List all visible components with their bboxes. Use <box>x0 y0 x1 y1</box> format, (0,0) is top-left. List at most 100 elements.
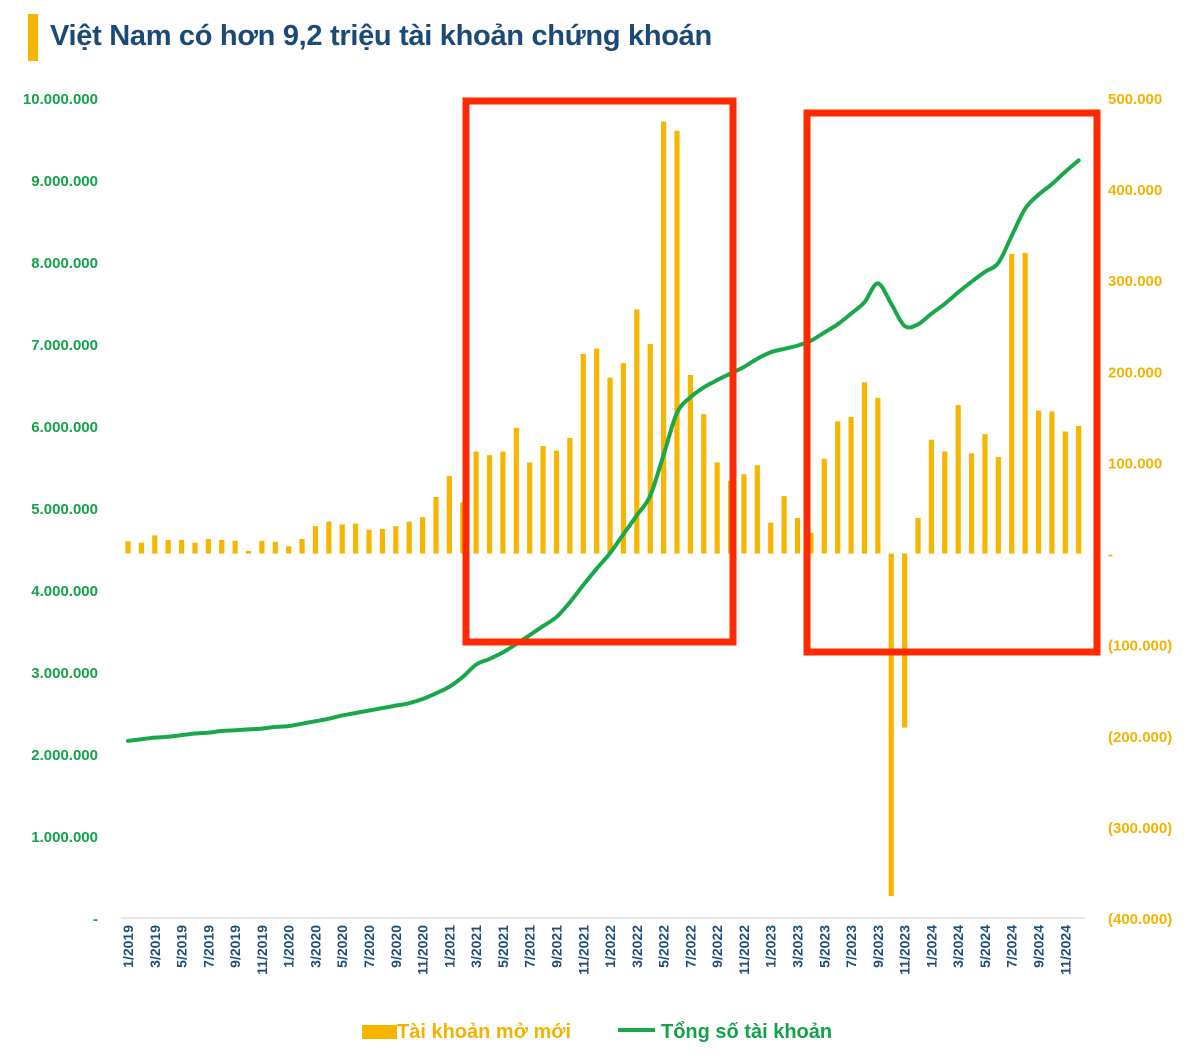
left-axis-tick-label: - <box>93 911 98 928</box>
legend-label-new-accounts: Tài khoản mở mới <box>397 1021 572 1043</box>
x-axis-tick-label: 9/2022 <box>709 925 725 968</box>
bar-new-accounts <box>1049 411 1055 554</box>
x-axis-tick-label: 3/2021 <box>468 925 484 968</box>
left-axis-tick-label: 2.000.000 <box>31 747 98 764</box>
bar-new-accounts <box>393 526 399 554</box>
bar-new-accounts <box>299 538 305 554</box>
x-axis-tick-label: 3/2023 <box>790 925 806 968</box>
left-axis-tick-label: 6.000.000 <box>31 419 98 436</box>
highlight-box-2023-2024 <box>803 109 1101 656</box>
x-axis-tick-label: 5/2019 <box>174 925 190 968</box>
bar-new-accounts <box>741 474 747 554</box>
bar-new-accounts <box>553 450 560 554</box>
bar-new-accounts <box>968 453 975 554</box>
left-axis-tick-label: 8.000.000 <box>31 255 98 272</box>
right-axis-tick-label: (100.000) <box>1108 638 1172 655</box>
bar-new-accounts <box>875 397 881 554</box>
bar-new-accounts <box>674 130 680 554</box>
bar-new-accounts <box>540 446 546 554</box>
bar-new-accounts <box>259 540 265 554</box>
left-axis-tick-label: 4.000.000 <box>31 583 98 600</box>
bar-new-accounts <box>808 532 814 554</box>
x-axis-tick-label: 11/2019 <box>254 925 270 975</box>
x-axis-tick-label: 7/2019 <box>200 925 216 968</box>
x-axis-tick-label: 9/2020 <box>388 925 404 968</box>
x-axis-tick-label: 7/2021 <box>522 925 538 968</box>
bar-new-accounts <box>272 541 278 554</box>
bar-new-accounts <box>768 522 774 554</box>
bar-new-accounts <box>205 538 211 554</box>
bar-new-accounts <box>1062 431 1068 554</box>
bar-new-accounts <box>861 382 868 554</box>
right-axis-tick-label: (400.000) <box>1108 911 1172 928</box>
x-axis-tick-label: 3/2020 <box>307 925 323 968</box>
bar-new-accounts <box>165 539 171 554</box>
bar-new-accounts <box>594 348 600 554</box>
bar-new-accounts <box>286 546 292 554</box>
x-axis-tick-label: 11/2022 <box>736 925 752 975</box>
x-axis-tick-label: 11/2023 <box>897 925 913 975</box>
bar-new-accounts <box>821 458 827 554</box>
bar-new-accounts <box>1009 253 1015 554</box>
bar-new-accounts <box>446 476 452 554</box>
bar-new-accounts <box>955 405 961 554</box>
bar-new-accounts <box>915 518 921 554</box>
left-axis-tick-label: 10.000.000 <box>23 91 98 108</box>
bar-new-accounts <box>580 354 586 554</box>
legend-label-total-accounts: Tổng số tài khoản <box>661 1021 833 1043</box>
bar-new-accounts <box>835 421 841 554</box>
x-axis-tick-label: 11/2020 <box>415 925 431 975</box>
bar-new-accounts <box>486 455 493 554</box>
bar-new-accounts <box>687 374 693 554</box>
bar-new-accounts <box>902 553 908 728</box>
legend-item-total-accounts: Tổng số tài khoản <box>618 1021 832 1044</box>
x-axis-tick-label: 9/2021 <box>548 925 564 968</box>
bar-new-accounts <box>527 462 533 554</box>
bar-new-accounts <box>607 377 613 554</box>
x-axis-tick-label: 11/2024 <box>1057 925 1073 975</box>
x-axis-tick-label: 1/2024 <box>923 925 939 968</box>
right-axis-tick-label: (300.000) <box>1108 820 1172 837</box>
bar-new-accounts <box>1035 410 1042 554</box>
bar-new-accounts <box>419 517 426 554</box>
bar-new-accounts <box>326 521 332 554</box>
x-axis-tick-label: 1/2019 <box>120 925 136 968</box>
bar-new-accounts <box>928 439 934 554</box>
x-axis-tick-label: 5/2023 <box>816 925 832 968</box>
right-axis-tick-label: 100.000 <box>1108 455 1162 472</box>
bar-new-accounts <box>1022 252 1028 554</box>
left-axis-tick-label: 3.000.000 <box>31 665 98 682</box>
bar-new-accounts <box>339 524 345 554</box>
left-axis-tick-label: 1.000.000 <box>31 829 98 846</box>
bar-new-accounts <box>433 497 439 554</box>
bar-new-accounts <box>245 550 252 554</box>
bar-new-accounts <box>982 434 988 554</box>
x-axis-tick-label: 9/2023 <box>870 925 886 968</box>
bar-new-accounts <box>661 121 667 554</box>
legend-swatch-bar <box>362 1025 397 1039</box>
bar-new-accounts <box>353 523 359 554</box>
bar-new-accounts <box>500 451 506 554</box>
highlight-box-2021-2022 <box>462 97 737 646</box>
bar-new-accounts <box>754 465 760 554</box>
right-axis-tick-label: - <box>1108 547 1113 564</box>
bar-new-accounts <box>995 456 1001 554</box>
line-total-accounts <box>126 158 1081 743</box>
x-axis-tick-label: 3/2022 <box>629 925 645 968</box>
x-axis-tick-label: 5/2022 <box>656 925 672 968</box>
bar-new-accounts <box>152 535 158 554</box>
title-accent-bar <box>28 14 38 61</box>
bar-new-accounts <box>647 344 653 554</box>
x-axis-tick-label: 7/2022 <box>682 925 698 968</box>
left-axis-tick-label: 7.000.000 <box>31 337 98 354</box>
bar-new-accounts <box>192 542 198 554</box>
bar-new-accounts <box>781 496 787 554</box>
bar-new-accounts <box>125 541 131 554</box>
x-axis-tick-label: 9/2019 <box>227 925 243 968</box>
bar-new-accounts <box>942 451 948 554</box>
bar-new-accounts <box>620 363 627 554</box>
bar-new-accounts <box>312 526 319 554</box>
bar-new-accounts <box>714 462 720 554</box>
right-axis-tick-label: 300.000 <box>1108 273 1162 290</box>
